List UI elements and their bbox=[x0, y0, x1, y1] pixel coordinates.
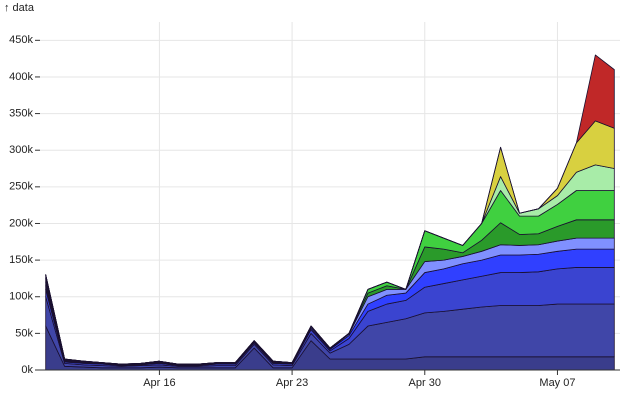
y-tick-label: 100k bbox=[9, 291, 33, 303]
x-tick-label: Apr 23 bbox=[276, 377, 308, 389]
y-tick-label: 400k bbox=[9, 71, 33, 83]
y-tick-label: 50k bbox=[15, 327, 33, 339]
y-axis-label: ↑ data bbox=[4, 2, 35, 14]
y-tick-label: 0k bbox=[21, 364, 33, 376]
area bbox=[45, 296, 615, 369]
y-tick-label: 200k bbox=[9, 217, 33, 229]
x-tick-label: Apr 16 bbox=[143, 377, 175, 389]
y-tick-label: 150k bbox=[9, 254, 33, 266]
x-tick-label: May 07 bbox=[539, 377, 575, 389]
y-tick-label: 350k bbox=[9, 107, 33, 119]
area bbox=[45, 54, 615, 365]
y-tick-label: 300k bbox=[9, 144, 33, 156]
y-tick-label: 450k bbox=[9, 34, 33, 46]
x-tick-label: Apr 30 bbox=[409, 377, 441, 389]
y-tick-label: 250k bbox=[9, 181, 33, 193]
